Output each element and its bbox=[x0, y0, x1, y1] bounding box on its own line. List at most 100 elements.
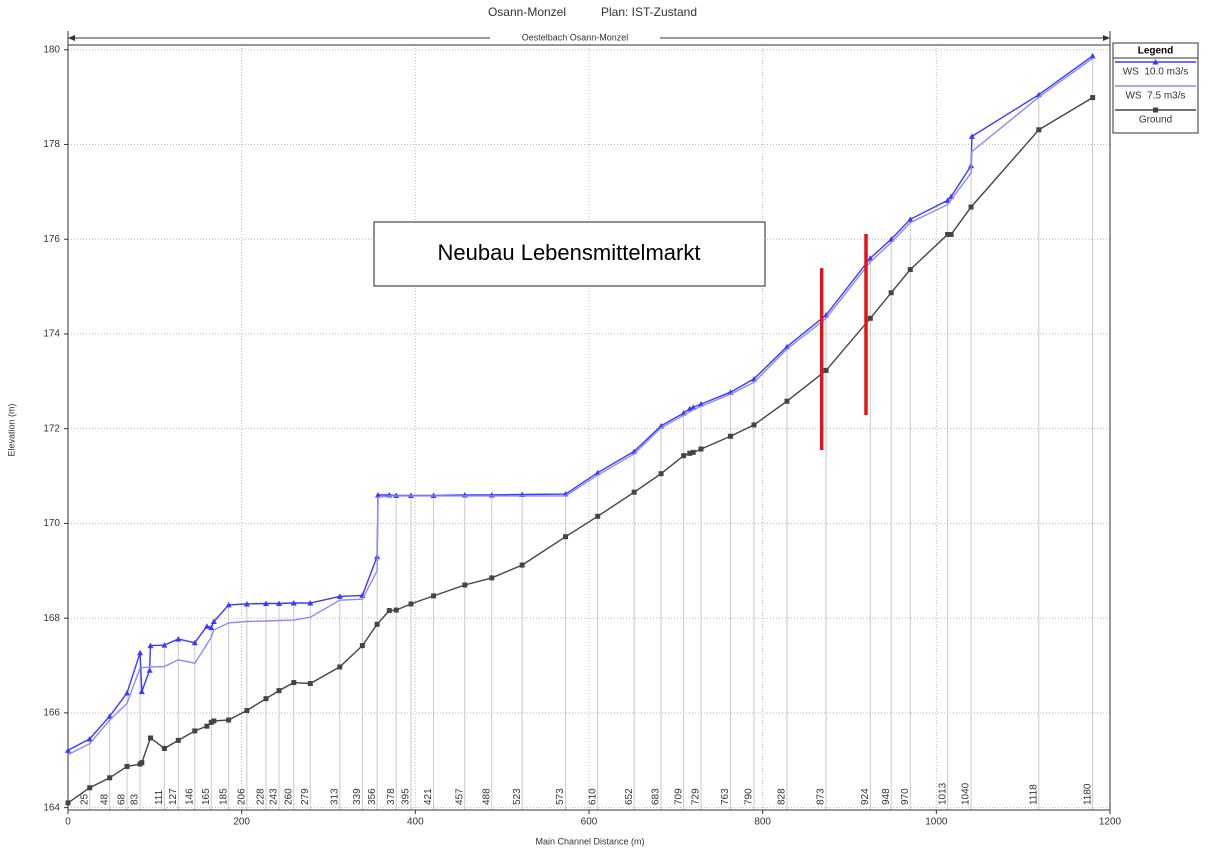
point bbox=[1089, 52, 1096, 59]
point bbox=[945, 231, 951, 237]
station-label: 25 bbox=[79, 793, 90, 805]
station-label: 127 bbox=[168, 788, 179, 805]
station-label: 970 bbox=[900, 788, 911, 805]
point bbox=[276, 688, 282, 694]
point bbox=[138, 688, 145, 695]
station-label: 1118 bbox=[1028, 784, 1039, 805]
point bbox=[431, 593, 437, 599]
station-label: 395 bbox=[401, 788, 412, 805]
point bbox=[374, 492, 381, 498]
station-label: 68 bbox=[117, 793, 128, 805]
station-label: 421 bbox=[423, 788, 434, 805]
point bbox=[907, 216, 914, 222]
station-label: 573 bbox=[555, 788, 566, 805]
y-tick-label: 180 bbox=[43, 44, 60, 55]
station-label: 185 bbox=[218, 788, 229, 805]
legend-label: WS 10.0 m3/s bbox=[1123, 67, 1189, 78]
y-tick-label: 164 bbox=[43, 802, 60, 813]
chart-title: Osann-Monzel bbox=[488, 5, 566, 19]
point bbox=[462, 582, 468, 588]
point bbox=[563, 534, 569, 540]
point bbox=[690, 449, 696, 455]
point bbox=[386, 608, 392, 614]
point bbox=[208, 719, 214, 725]
point bbox=[191, 639, 198, 646]
point bbox=[244, 708, 250, 714]
legend-label: Ground bbox=[1139, 115, 1172, 126]
y-tick-label: 178 bbox=[43, 139, 60, 150]
point bbox=[519, 562, 525, 568]
station-label: 356 bbox=[367, 788, 378, 805]
point bbox=[146, 667, 153, 673]
station-label: 378 bbox=[386, 788, 397, 805]
station-label: 165 bbox=[201, 788, 212, 805]
point bbox=[907, 267, 913, 273]
station-label: 146 bbox=[184, 788, 195, 805]
point bbox=[291, 680, 297, 686]
point bbox=[307, 600, 314, 606]
station-label: 790 bbox=[744, 788, 755, 805]
legend-title: Legend bbox=[1138, 46, 1174, 57]
plan-name: Plan: IST-Zustand bbox=[601, 5, 697, 19]
reach-label-bg bbox=[490, 32, 660, 44]
point bbox=[225, 601, 232, 608]
station-label: 763 bbox=[720, 788, 731, 805]
point bbox=[161, 642, 168, 648]
point bbox=[867, 255, 874, 261]
point bbox=[147, 642, 154, 649]
point bbox=[65, 747, 71, 753]
plot-frame bbox=[67, 44, 1111, 811]
point bbox=[784, 398, 790, 404]
x-axis-title: Main Channel Distance (m) bbox=[535, 836, 644, 846]
series-line bbox=[67, 55, 1094, 751]
point bbox=[408, 601, 414, 607]
station-label: 729 bbox=[691, 788, 702, 805]
y-tick-label: 170 bbox=[43, 518, 60, 529]
point bbox=[823, 367, 829, 373]
x-tick-label: 1000 bbox=[925, 817, 948, 828]
point bbox=[751, 422, 757, 428]
point bbox=[210, 618, 217, 624]
legend-label: WS 7.5 m3/s bbox=[1125, 91, 1185, 102]
legend-marker bbox=[1153, 107, 1158, 113]
y-tick-label: 174 bbox=[43, 329, 60, 340]
station-label: 523 bbox=[512, 788, 523, 805]
point bbox=[1036, 127, 1042, 133]
point bbox=[208, 624, 215, 631]
point bbox=[147, 735, 153, 741]
station-label: 924 bbox=[860, 788, 871, 805]
point bbox=[65, 800, 71, 806]
point bbox=[686, 405, 693, 412]
point bbox=[681, 453, 687, 459]
station-label: 683 bbox=[651, 788, 662, 805]
point bbox=[226, 717, 232, 723]
point bbox=[192, 728, 198, 734]
point bbox=[263, 696, 269, 702]
point bbox=[87, 785, 93, 791]
point bbox=[307, 681, 313, 687]
point bbox=[276, 600, 283, 606]
point bbox=[337, 664, 343, 670]
station-label: 243 bbox=[269, 788, 280, 805]
station-label: 206 bbox=[237, 788, 248, 805]
station-label: 111 bbox=[154, 789, 165, 805]
station-label: 610 bbox=[587, 788, 598, 805]
point bbox=[968, 133, 975, 139]
point bbox=[203, 623, 210, 629]
legend-marker bbox=[1152, 59, 1159, 65]
station-label: 48 bbox=[99, 793, 110, 805]
reach-label: Oestelbach Osann-Monzel bbox=[522, 32, 629, 42]
station-label: 260 bbox=[283, 788, 294, 805]
station-label: 1040 bbox=[961, 782, 972, 805]
station-label: 1013 bbox=[937, 782, 948, 805]
point bbox=[968, 204, 974, 210]
annotation-box bbox=[373, 221, 766, 287]
point bbox=[124, 690, 131, 696]
station-label: 488 bbox=[481, 788, 492, 805]
point bbox=[204, 723, 210, 729]
point bbox=[124, 763, 130, 769]
point bbox=[262, 600, 269, 606]
station-label: 948 bbox=[881, 788, 892, 805]
point bbox=[106, 713, 113, 719]
station-label: 873 bbox=[816, 788, 827, 805]
